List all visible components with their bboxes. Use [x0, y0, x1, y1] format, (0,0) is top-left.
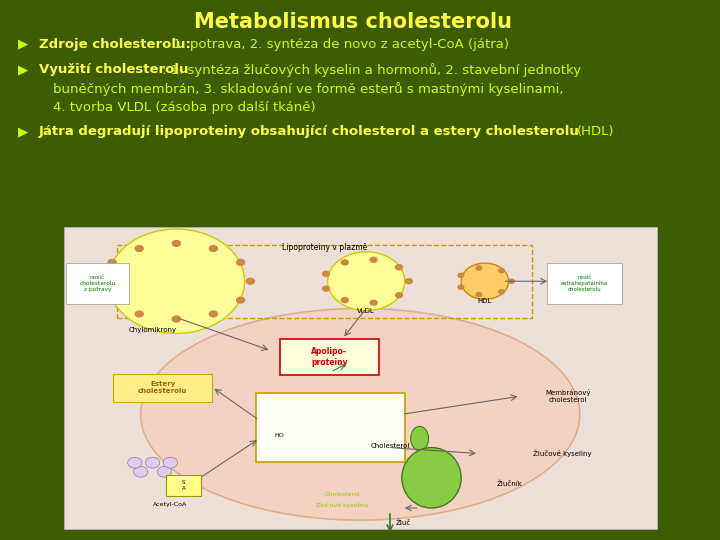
Circle shape: [246, 278, 256, 285]
Text: Lipoproteiny v plazmě: Lipoproteiny v plazmě: [282, 244, 367, 252]
Text: Žlučové kyseliny: Žlučové kyseliny: [533, 450, 591, 457]
Text: S
A: S A: [181, 480, 185, 491]
FancyBboxPatch shape: [256, 394, 405, 462]
Text: : 1. syntéza žlučových kyselin a hormonů, 2. stavební jednotky: : 1. syntéza žlučových kyselin a hormonů…: [163, 63, 582, 77]
Circle shape: [209, 310, 218, 318]
Circle shape: [395, 292, 403, 299]
Text: Cholesterol: Cholesterol: [325, 492, 360, 497]
Circle shape: [145, 457, 160, 468]
Circle shape: [341, 297, 349, 303]
FancyBboxPatch shape: [279, 339, 379, 375]
Circle shape: [508, 279, 516, 284]
Circle shape: [107, 259, 117, 266]
Text: nosič
extrahepatálního
cholesterolu: nosič extrahepatálního cholesterolu: [561, 275, 608, 292]
Text: Játra degradují lipoproteiny obsahující cholesterol a estery cholesterolu: Játra degradují lipoproteiny obsahující …: [39, 125, 580, 138]
Circle shape: [475, 292, 482, 297]
Text: VLDL: VLDL: [357, 308, 375, 314]
Circle shape: [158, 467, 171, 477]
Circle shape: [134, 467, 148, 477]
Ellipse shape: [410, 427, 428, 450]
Circle shape: [475, 265, 482, 271]
Text: ▶: ▶: [18, 63, 28, 76]
FancyBboxPatch shape: [66, 264, 130, 303]
Text: Metabolismus cholesterolu: Metabolismus cholesterolu: [194, 12, 512, 32]
Text: Apolipo-
proteiny: Apolipo- proteiny: [311, 347, 348, 367]
Text: Zdroje cholesterolu:: Zdroje cholesterolu:: [39, 38, 191, 51]
Circle shape: [322, 286, 330, 292]
Circle shape: [369, 300, 378, 306]
Circle shape: [369, 256, 378, 263]
Circle shape: [498, 289, 505, 295]
Text: HDL: HDL: [477, 298, 492, 304]
Circle shape: [135, 310, 144, 318]
Text: buněčných membrán, 3. skladování ve formě esterů s mastnými kyselinami,: buněčných membrán, 3. skladování ve form…: [53, 82, 564, 96]
FancyBboxPatch shape: [114, 374, 212, 402]
Text: Acetyl-CoA: Acetyl-CoA: [153, 502, 187, 507]
Text: nosič
cholesterolu
z potravy: nosič cholesterolu z potravy: [79, 275, 115, 292]
Circle shape: [107, 296, 117, 304]
Text: (HDL): (HDL): [577, 125, 614, 138]
Ellipse shape: [402, 448, 462, 508]
Circle shape: [127, 457, 142, 468]
Circle shape: [236, 259, 246, 266]
Text: Chylomikrony: Chylomikrony: [129, 327, 176, 333]
Circle shape: [457, 273, 464, 278]
Text: Estery
cholesterolu: Estery cholesterolu: [138, 381, 187, 395]
Text: Cholesterol: Cholesterol: [370, 443, 410, 449]
Circle shape: [405, 278, 413, 285]
FancyBboxPatch shape: [63, 227, 657, 529]
Circle shape: [395, 264, 403, 271]
Circle shape: [135, 245, 144, 252]
Circle shape: [171, 315, 181, 323]
Circle shape: [163, 457, 178, 468]
Text: Žlučové kyseliny: Žlučové kyseliny: [316, 502, 369, 508]
Circle shape: [498, 268, 505, 273]
Text: ▶: ▶: [18, 125, 28, 138]
Text: 1. potrava, 2. syntéza de novo z acetyl-CoA (játra): 1. potrava, 2. syntéza de novo z acetyl-…: [173, 38, 509, 51]
FancyBboxPatch shape: [546, 264, 622, 303]
Circle shape: [341, 259, 349, 266]
Text: Membránový
cholesterol: Membránový cholesterol: [545, 389, 590, 403]
Circle shape: [462, 263, 508, 299]
Circle shape: [328, 252, 405, 310]
Circle shape: [236, 296, 246, 304]
Ellipse shape: [140, 308, 580, 520]
Circle shape: [108, 229, 245, 333]
Text: 4. tvorba VLDL (zásoba pro další tkáně): 4. tvorba VLDL (zásoba pro další tkáně): [53, 101, 315, 114]
Circle shape: [97, 278, 107, 285]
FancyBboxPatch shape: [166, 475, 202, 496]
Text: ▶: ▶: [18, 38, 28, 51]
Circle shape: [171, 240, 181, 247]
Circle shape: [322, 271, 330, 277]
Circle shape: [457, 285, 464, 290]
Text: Žluč: Žluč: [396, 520, 411, 526]
Text: Žlučník: Žlučník: [497, 481, 523, 487]
Text: Využití cholesterolu: Využití cholesterolu: [39, 63, 189, 76]
Text: HO: HO: [274, 434, 284, 438]
Circle shape: [209, 245, 218, 252]
